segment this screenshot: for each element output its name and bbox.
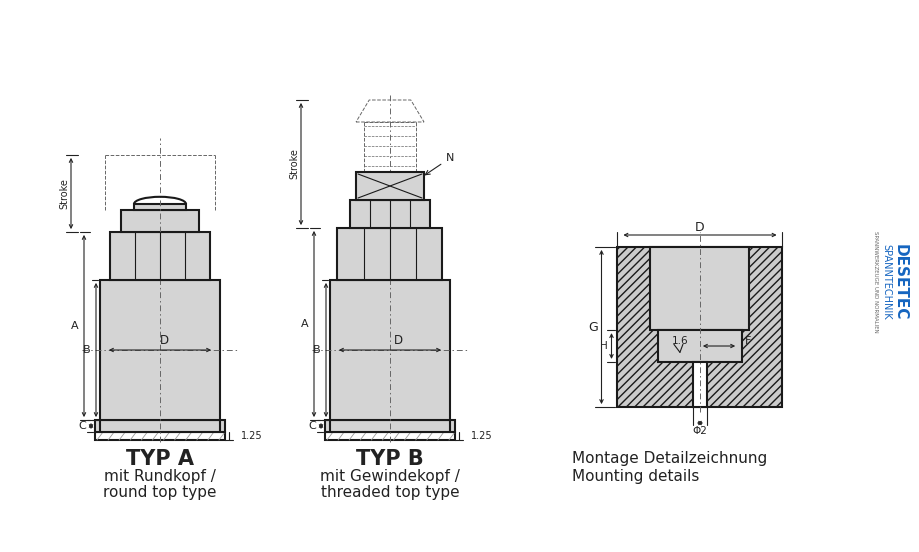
Text: D: D — [695, 220, 704, 233]
Text: SPANNTECHNIK: SPANNTECHNIK — [880, 244, 890, 320]
Text: D: D — [393, 335, 403, 348]
Text: threaded top type: threaded top type — [321, 486, 459, 501]
Text: C: C — [78, 421, 85, 431]
Text: 1.25: 1.25 — [241, 431, 262, 441]
Bar — [324, 420, 455, 432]
Bar — [349, 200, 429, 228]
Text: G: G — [588, 321, 597, 333]
Bar — [100, 280, 220, 420]
Text: round top type: round top type — [103, 486, 217, 501]
Text: N: N — [425, 153, 454, 175]
Bar — [337, 228, 442, 280]
Text: 1.25: 1.25 — [471, 431, 492, 441]
Bar — [617, 247, 782, 407]
Bar — [134, 204, 186, 210]
Bar — [650, 247, 749, 330]
Bar — [110, 232, 210, 280]
Bar — [324, 432, 455, 440]
Text: Stroke: Stroke — [289, 148, 299, 179]
Text: DESETEC: DESETEC — [891, 244, 906, 320]
Bar — [95, 432, 225, 440]
Text: B: B — [312, 345, 321, 355]
Text: mit Rundkopf /: mit Rundkopf / — [104, 470, 216, 485]
Bar — [95, 420, 225, 432]
Text: Stroke: Stroke — [59, 178, 69, 209]
Text: B: B — [83, 345, 91, 355]
Bar — [330, 280, 449, 420]
Bar — [121, 210, 199, 232]
Text: D: D — [159, 335, 168, 348]
Bar — [356, 172, 424, 200]
Text: 1.6: 1.6 — [671, 336, 687, 346]
Text: mit Gewindekopf /: mit Gewindekopf / — [320, 470, 460, 485]
Text: C: C — [308, 421, 315, 431]
Bar — [692, 362, 706, 407]
Text: TYP B: TYP B — [356, 449, 424, 469]
Text: Mounting details: Mounting details — [572, 470, 698, 485]
Text: TYP A: TYP A — [126, 449, 194, 469]
Text: A: A — [301, 319, 309, 329]
Text: Φ2: Φ2 — [692, 426, 707, 436]
Text: H: H — [599, 341, 607, 351]
Text: A: A — [71, 321, 79, 331]
Text: SPANNWERKZEUGE UND NORMALIEN: SPANNWERKZEUGE UND NORMALIEN — [872, 231, 878, 333]
Text: Montage Detailzeichnung: Montage Detailzeichnung — [572, 452, 766, 466]
Text: F: F — [744, 336, 751, 346]
Bar — [657, 330, 742, 362]
